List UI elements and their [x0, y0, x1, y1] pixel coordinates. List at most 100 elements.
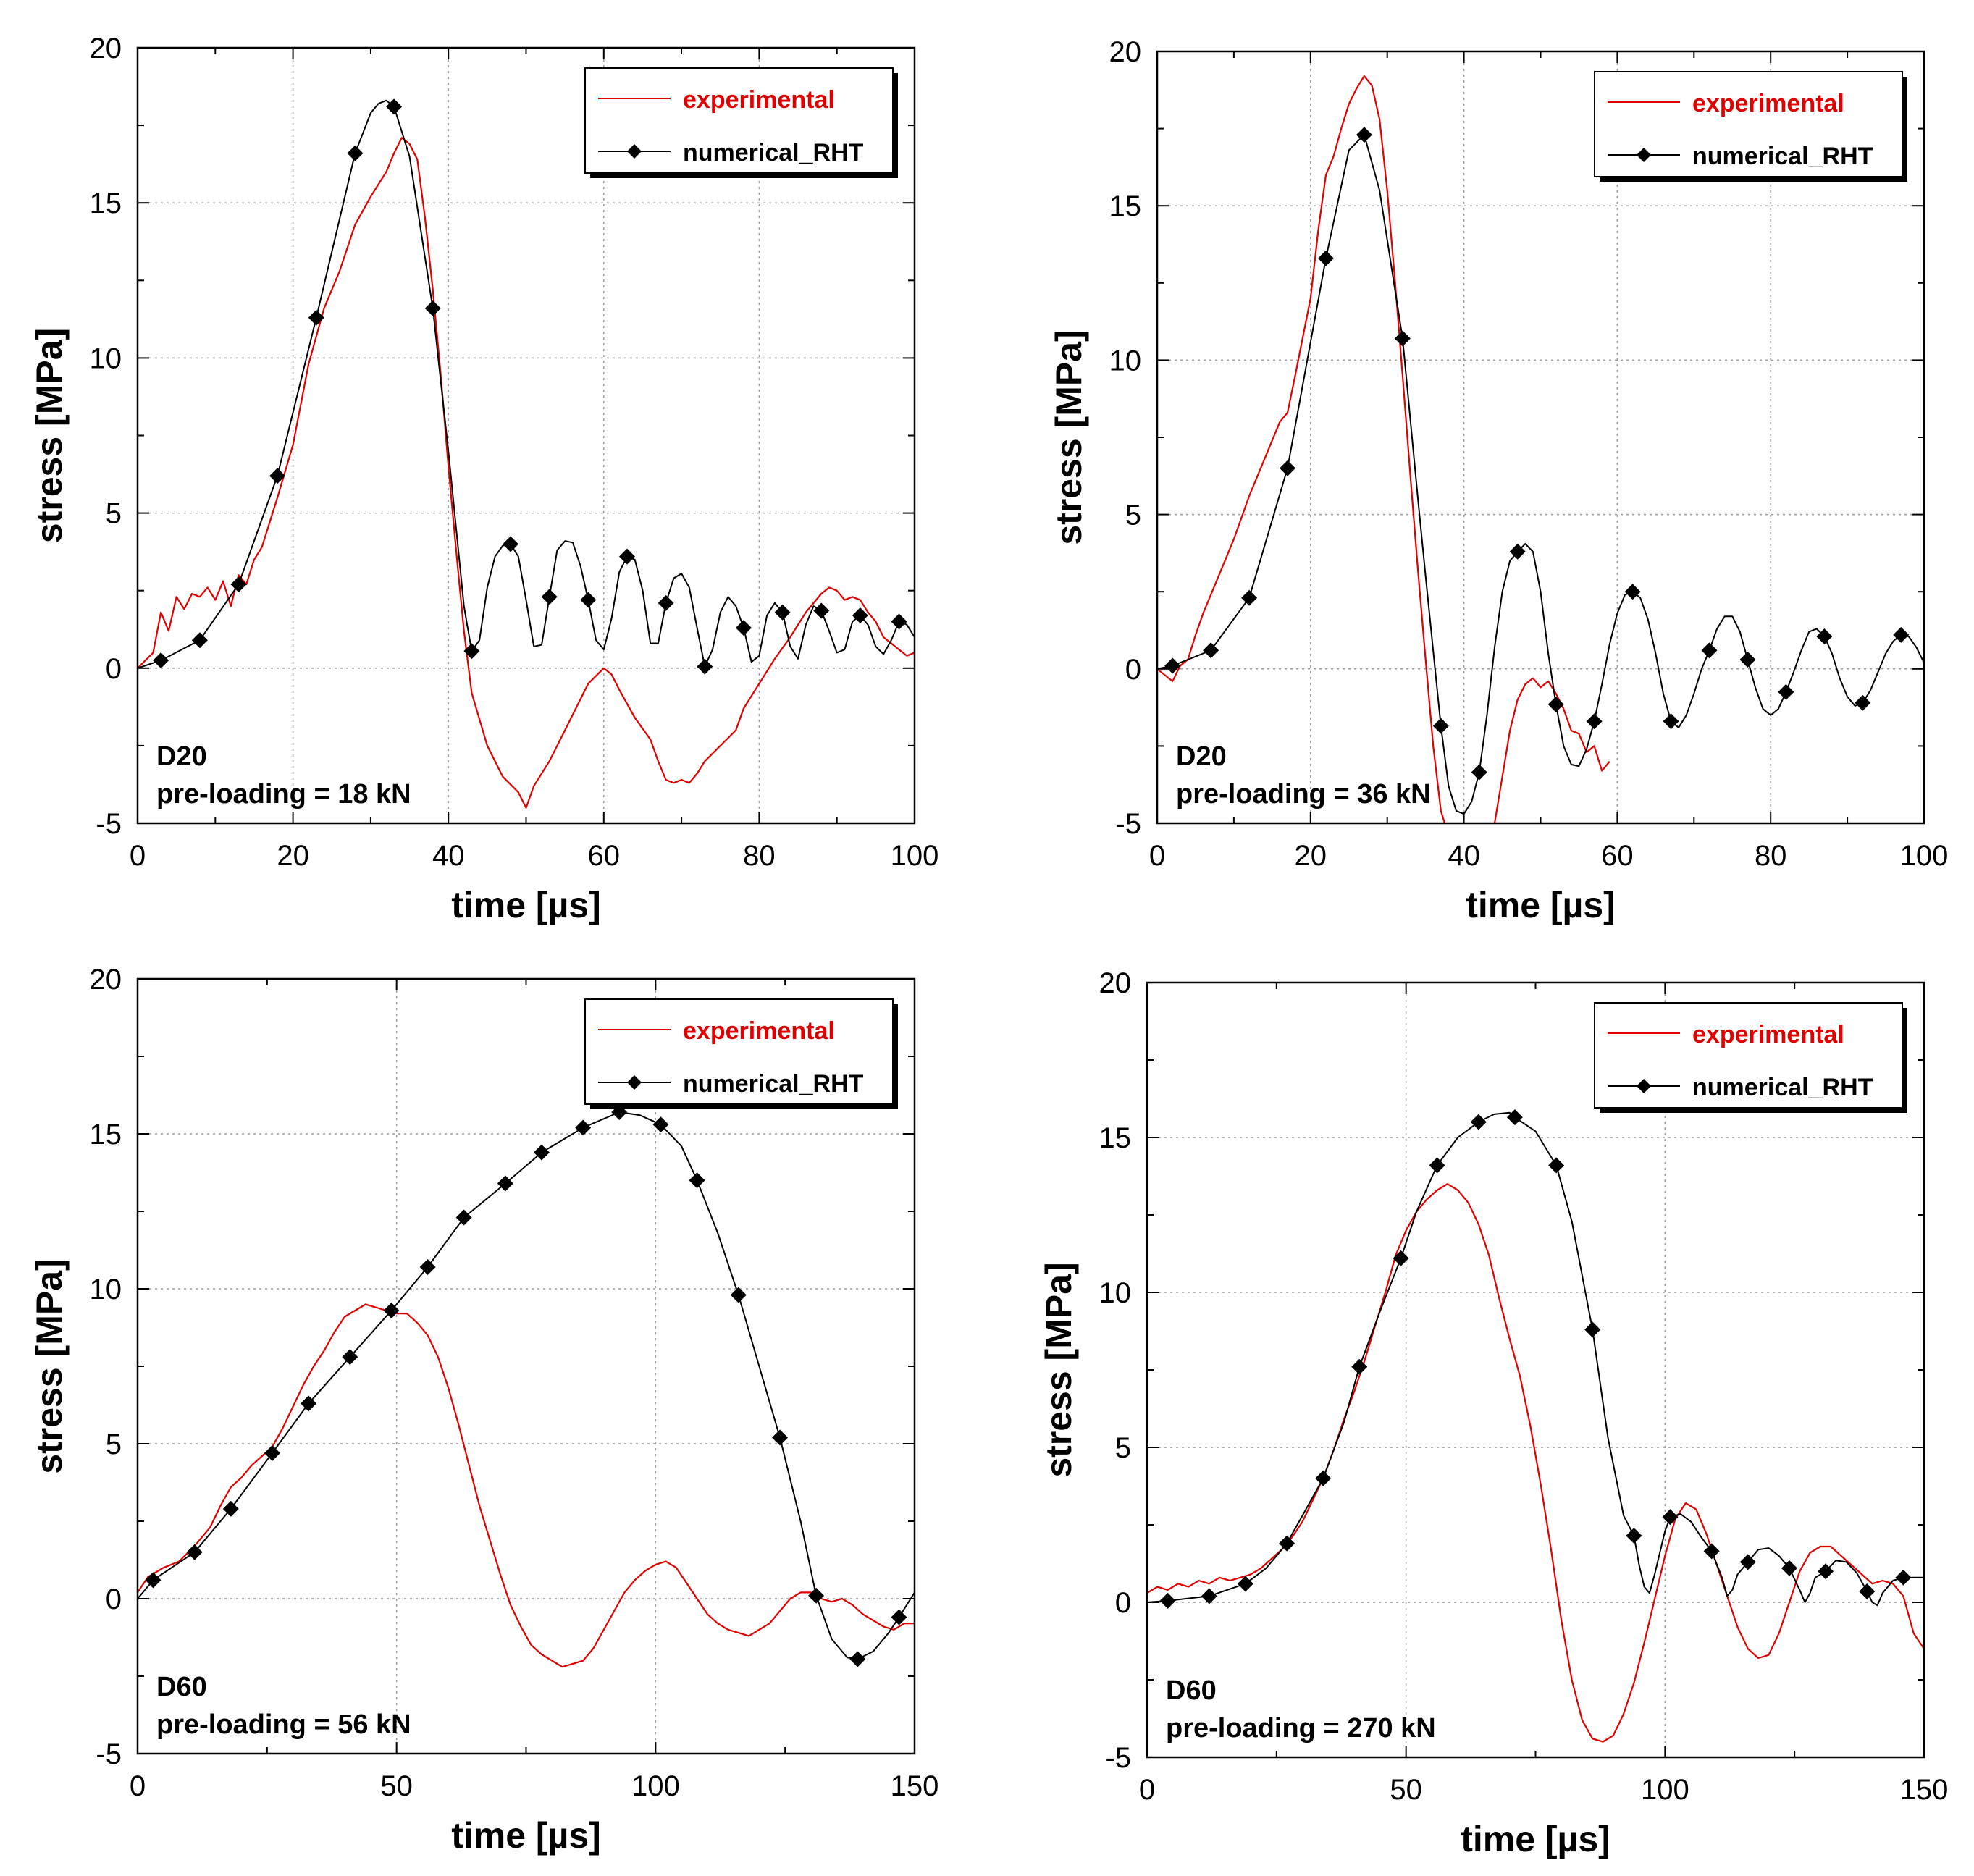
data-point-numerical_RHT: [1506, 1109, 1523, 1126]
x-tick-label: 50: [380, 1770, 413, 1802]
annotation-text: D60: [156, 1672, 207, 1702]
data-point-numerical_RHT: [541, 589, 558, 605]
data-point-numerical_RHT: [386, 98, 403, 115]
y-tick-label: 15: [90, 188, 122, 219]
data-point-numerical_RHT: [652, 1116, 669, 1133]
data-point-numerical_RHT: [1280, 460, 1296, 476]
x-tick-label: 0: [130, 1770, 146, 1802]
data-point-numerical_RHT: [697, 658, 713, 675]
y-tick-label: -5: [96, 808, 122, 840]
data-point-numerical_RHT: [1471, 764, 1487, 781]
y-tick-label: -5: [96, 1738, 122, 1770]
data-point-numerical_RHT: [1315, 1470, 1332, 1486]
legend-marker-numerical_RHT: [1637, 1079, 1651, 1093]
y-tick-label: 20: [1109, 36, 1142, 68]
data-point-numerical_RHT: [419, 1259, 436, 1276]
data-point-numerical_RHT: [813, 602, 830, 619]
data-point-numerical_RHT: [658, 594, 674, 611]
x-tick-label: 100: [631, 1770, 680, 1802]
legend-label: numerical_RHT: [683, 139, 864, 167]
axes-frame: [136, 46, 916, 825]
y-tick-label: 20: [90, 964, 122, 996]
x-tick-label: 150: [1900, 1774, 1949, 1806]
y-tick-label: 20: [90, 33, 122, 64]
x-tick-label: 50: [1390, 1774, 1422, 1806]
chart-panel-2: 0 20 40 60 80 100-505101520experimentalnumeri…: [1049, 36, 1948, 925]
axes-frame: [136, 977, 916, 1755]
x-tick-label: 20: [1295, 840, 1327, 872]
legend-marker-numerical_RHT: [627, 1075, 642, 1090]
data-point-numerical_RHT: [533, 1144, 550, 1161]
data-point-numerical_RHT: [1739, 1554, 1756, 1570]
y-tick-label: 15: [1099, 1122, 1132, 1154]
data-point-numerical_RHT: [730, 1287, 747, 1303]
annotation-text: pre-loading = 18 kN: [156, 779, 411, 809]
data-point-numerical_RHT: [1662, 1509, 1679, 1526]
data-point-numerical_RHT: [1203, 642, 1219, 659]
y-tick-label: 0: [106, 653, 122, 685]
legend-marker-numerical_RHT: [627, 144, 642, 159]
y-tick-label: 5: [106, 1429, 122, 1460]
annotation-text: D20: [156, 741, 207, 772]
data-point-numerical_RHT: [308, 309, 324, 326]
x-tick-label: 100: [1900, 840, 1949, 872]
y-tick-label: 0: [1125, 654, 1141, 686]
data-point-numerical_RHT: [503, 536, 519, 552]
data-point-numerical_RHT: [1393, 1250, 1409, 1266]
series-line-numerical_RHT: [138, 99, 915, 669]
data-point-numerical_RHT: [1432, 718, 1449, 734]
data-point-numerical_RHT: [463, 643, 480, 660]
legend-box: [1594, 71, 1903, 177]
data-point-numerical_RHT: [347, 145, 364, 161]
x-tick-label: 60: [588, 840, 621, 872]
series-line-experimental: [1493, 677, 1610, 823]
series-line-numerical_RHT: [1157, 134, 1924, 815]
series-line-experimental: [1157, 75, 1446, 823]
y-axis-label: stress [MPa]: [29, 1258, 70, 1473]
series-line-experimental: [138, 137, 915, 809]
data-point-numerical_RHT: [1317, 250, 1334, 266]
chart-panel-1: 0 20 40 60 80 100-505101520experimentalnumeri…: [29, 33, 938, 925]
x-tick-label: 40: [432, 840, 465, 872]
y-tick-label: 0: [106, 1583, 122, 1615]
y-tick-label: 0: [1115, 1587, 1131, 1619]
y-tick-label: 10: [90, 342, 122, 374]
data-point-numerical_RHT: [1818, 1563, 1834, 1580]
data-point-numerical_RHT: [1279, 1535, 1295, 1552]
x-axis-label: time [µs]: [451, 885, 601, 925]
axes-frame: [1146, 981, 1925, 1759]
series-line-experimental: [138, 1303, 915, 1668]
data-point-numerical_RHT: [1394, 330, 1411, 347]
data-point-numerical_RHT: [1548, 1157, 1565, 1174]
data-point-numerical_RHT: [1547, 696, 1564, 712]
x-tick-label: 40: [1448, 840, 1480, 872]
data-point-numerical_RHT: [153, 652, 169, 669]
annotation-text: pre-loading = 36 kN: [1176, 779, 1431, 809]
data-point-numerical_RHT: [580, 592, 597, 608]
data-point-numerical_RHT: [1164, 657, 1181, 674]
data-point-numerical_RHT: [230, 576, 247, 593]
y-tick-label: 15: [1109, 190, 1142, 222]
x-tick-label: 0: [1149, 840, 1165, 872]
data-point-numerical_RHT: [342, 1349, 358, 1366]
y-tick-label: -5: [1115, 808, 1141, 840]
y-tick-label: 5: [1115, 1432, 1131, 1464]
data-point-numerical_RHT: [145, 1572, 161, 1589]
x-tick-label: 150: [891, 1770, 939, 1802]
annotation-text: D60: [1166, 1675, 1217, 1706]
data-point-numerical_RHT: [1201, 1588, 1217, 1604]
data-point-numerical_RHT: [891, 1609, 907, 1625]
y-tick-label: 15: [90, 1119, 122, 1151]
data-point-numerical_RHT: [1237, 1576, 1253, 1592]
x-axis-label: time [µs]: [1461, 1819, 1610, 1859]
annotation-text: pre-loading = 56 kN: [156, 1709, 411, 1740]
data-point-numerical_RHT: [575, 1119, 592, 1136]
data-point-numerical_RHT: [222, 1500, 239, 1517]
chart-panel-3: 0 50 100 150-505101520experimentalnumerical…: [29, 964, 938, 1856]
data-point-numerical_RHT: [1816, 628, 1833, 645]
y-axis-label: stress [MPa]: [1049, 329, 1089, 544]
data-point-numerical_RHT: [191, 632, 208, 649]
data-point-numerical_RHT: [618, 548, 635, 565]
data-point-numerical_RHT: [689, 1172, 705, 1189]
